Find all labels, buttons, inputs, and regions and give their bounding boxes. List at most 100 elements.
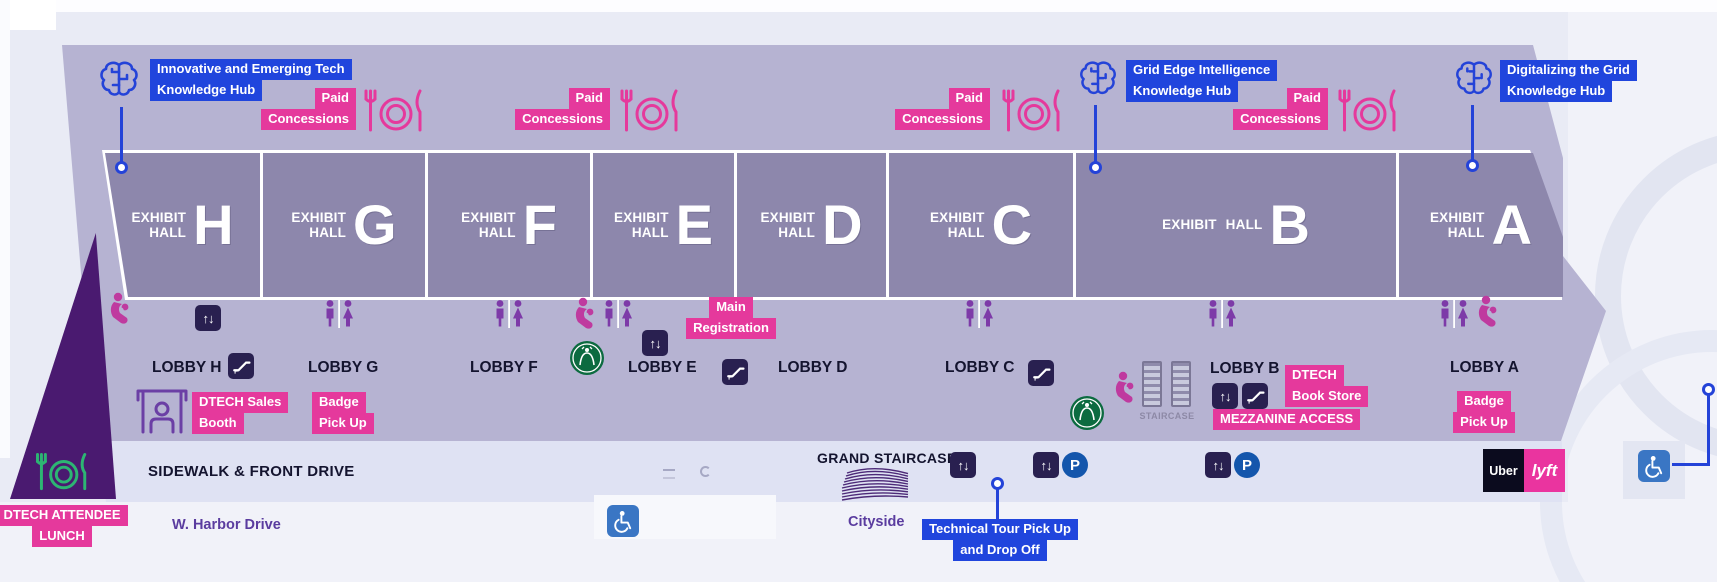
hall-letter: G (353, 193, 397, 256)
dtech-sales-booth-label: DTECH Sales Booth (192, 392, 289, 434)
parking-icon: P (1062, 452, 1088, 478)
lobby-g-label: LOBBY G (308, 359, 379, 376)
knowledge-hub-label-grid-edge: Grid Edge Intelligence Knowledge Hub (1126, 60, 1278, 102)
hall-letter: F (522, 193, 557, 256)
exhibit-hall-a: EXHIBIT HALL A (1399, 153, 1563, 297)
hall-prefix: EXHIBIT (131, 209, 187, 225)
sidewalk-mark (700, 466, 711, 477)
staircase-icon (1171, 361, 1191, 407)
brain-icon (1080, 61, 1116, 95)
elevator-icon: ↑↓ (195, 305, 221, 331)
starbucks-icon (1070, 396, 1104, 430)
restroom-icon (605, 300, 632, 328)
elevator-icon: ↑↓ (642, 330, 668, 356)
lobby-e-label: LOBBY E (628, 359, 697, 376)
hall-letter: H (193, 193, 234, 256)
hall-prefix: EXHIBIT (461, 209, 516, 225)
accessible-route-dot (1702, 383, 1715, 396)
hall-letter: C (991, 193, 1033, 256)
lyft-logo: lyft (1524, 449, 1565, 492)
exhibit-hall-f: EXHIBIT HALL F (428, 153, 590, 297)
brain-icon (1456, 61, 1492, 95)
escalator-icon (722, 359, 748, 385)
lobby-c-label: LOBBY C (945, 359, 1015, 376)
paid-concessions-label: Paid Concessions (236, 88, 356, 130)
staircase-icon (1142, 361, 1162, 407)
main-registration-label: Main Registration (676, 297, 786, 339)
dining-icon-green (36, 453, 87, 491)
paid-concessions-label: Paid Concessions (492, 88, 610, 130)
mother-baby-icon (1115, 371, 1134, 403)
hub-connector-line (120, 107, 123, 163)
sales-booth-icon (136, 389, 188, 434)
sidewalk-mark (663, 469, 675, 479)
escalator-icon (228, 353, 254, 379)
lobby-h-label: LOBBY H (152, 359, 222, 376)
elevator-icon: ↑↓ (1212, 383, 1238, 409)
lobby-d-label: LOBBY D (778, 359, 848, 376)
badge-pickup-label-g: Badge Pick Up (312, 392, 374, 434)
sidewalk-front-drive-label: SIDEWALK & FRONT DRIVE (148, 463, 355, 480)
restroom-icon (966, 300, 993, 328)
elevator-icon: ↑↓ (1033, 452, 1059, 478)
hall-prefix: EXHIBIT (1429, 209, 1485, 225)
lobby-a-label: LOBBY A (1450, 359, 1519, 376)
top-white-strip (0, 0, 1717, 12)
escalator-icon (1242, 383, 1268, 409)
hub-connector-line (1471, 105, 1474, 161)
mother-baby-icon (575, 297, 594, 329)
exhibit-hall-g: EXHIBIT HALL G (263, 153, 425, 297)
brain-icon (100, 61, 138, 96)
elevator-icon: ↑↓ (950, 452, 976, 478)
sidewalk-strip (98, 441, 1562, 502)
hall-letter: E (675, 193, 713, 256)
knowledge-hub-label-innovative: Innovative and Emerging Tech Knowledge H… (150, 59, 352, 101)
starbucks-icon (570, 341, 604, 375)
lobby-f-label: LOBBY F (470, 359, 538, 376)
restroom-icon (1209, 300, 1236, 328)
hub-connector-dot (115, 161, 128, 174)
hub-connector-dot (1466, 159, 1479, 172)
grand-staircase-label: GRAND STAIRCASE (817, 450, 957, 466)
mezzanine-access-label: MEZZANINE ACCESS (1213, 409, 1361, 430)
hall-prefix: EXHIBIT (291, 209, 347, 225)
dining-icon (1338, 89, 1396, 132)
exhibit-hall-e: EXHIBIT HALL E (593, 153, 734, 297)
hall-letter: D (822, 193, 863, 256)
hall-letter: A (1491, 193, 1533, 256)
accessibility-icon (1638, 450, 1670, 482)
technical-tour-label: Technical Tour Pick Up and Drop Off (905, 519, 1095, 561)
staircase-caption: STAIRCASE (1139, 411, 1195, 421)
exhibit-hall-c: EXHIBIT HALL C (889, 153, 1073, 297)
hall-prefix: EXHIBIT (613, 209, 669, 225)
w-harbor-drive-label: W. Harbor Drive (172, 517, 281, 533)
exhibit-hall-b: EXHIBIT HALL B (1076, 153, 1396, 297)
hall-prefix: EXHIBIT (929, 209, 985, 225)
grand-staircase-fan-icon (841, 467, 909, 501)
left-white-strip (0, 0, 10, 458)
hall-letter: B (1269, 193, 1310, 256)
restroom-icon (326, 300, 353, 328)
hall-prefix: EXHIBIT (1162, 217, 1217, 233)
technical-tour-line (996, 489, 999, 520)
paid-concessions-label: Paid Concessions (1210, 88, 1328, 130)
technical-tour-dot (991, 477, 1004, 490)
hall-prefix: EXHIBIT (760, 209, 816, 225)
exhibit-hall-d: EXHIBIT HALL D (737, 153, 886, 297)
dtech-book-store-label: DTECH Book Store (1285, 365, 1369, 407)
mother-baby-icon (1478, 295, 1497, 327)
hub-connector-line (1094, 105, 1097, 163)
knowledge-hub-label-digitalizing: Digitalizing the Grid Knowledge Hub (1500, 60, 1637, 102)
dining-icon (1002, 89, 1060, 132)
attendee-lunch-label: DTECH ATTENDEE LUNCH (0, 505, 128, 547)
escalator-icon (1028, 360, 1054, 386)
bottom-background-panel (0, 502, 1717, 582)
dining-icon (364, 89, 422, 132)
paid-concessions-label: Paid Concessions (872, 88, 990, 130)
dining-icon (620, 89, 678, 132)
parking-icon: P (1234, 452, 1260, 478)
elevator-icon: ↑↓ (1205, 452, 1231, 478)
accessible-route-line (1707, 395, 1710, 465)
lobby-b-label: LOBBY B (1210, 360, 1280, 377)
